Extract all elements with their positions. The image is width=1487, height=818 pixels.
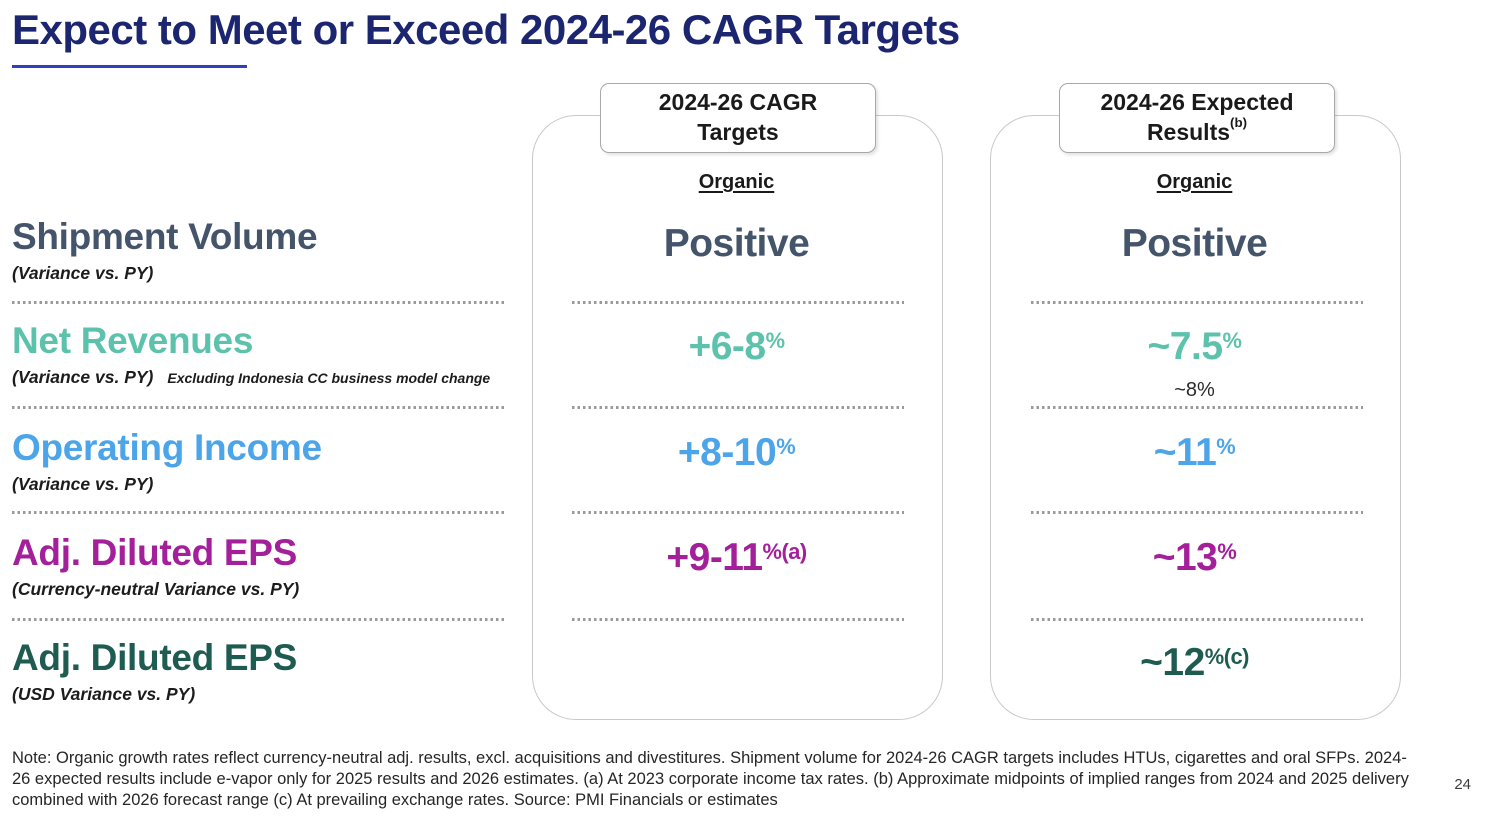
organic-label-targets: Organic [698, 171, 775, 193]
value-results-net-revenues: ~7.5% [1147, 325, 1242, 368]
value-targets-adj-eps-cn: +9-11%(a) [666, 536, 807, 579]
metric-sublabel: (Variance vs. PY) [12, 263, 154, 284]
metric-label: Net Revenues [12, 320, 254, 361]
metric-adj-diluted-eps-usd: Adj. Diluted EPS (USD Variance vs. PY) [12, 637, 512, 705]
metric-shipment-volume: Shipment Volume (Variance vs. PY) [12, 216, 512, 284]
row-separator [572, 301, 904, 304]
value-targets-operating-income: +8-10% [677, 431, 796, 474]
metric-sublabel: (Currency-neutral Variance vs. PY) [12, 579, 300, 600]
metric-sublabel: (Variance vs. PY) [12, 474, 154, 495]
row-separator [12, 406, 504, 409]
cagr-targets-panel [532, 115, 943, 720]
value-results-operating-income: ~11% [1153, 431, 1236, 474]
row-separator [1031, 511, 1363, 514]
value-results-adj-eps-cn: ~13% [1152, 536, 1237, 579]
value-results-adj-eps-usd: ~12%(c) [1140, 641, 1249, 684]
page-number: 24 [1454, 776, 1471, 793]
cagr-targets-header-text: 2024-26 CAGR Targets [658, 89, 818, 145]
metric-sublabel: (USD Variance vs. PY) [12, 684, 196, 705]
expected-results-header-text: 2024-26 Expected Results(b) [1100, 89, 1294, 145]
row-separator [1031, 618, 1363, 621]
row-separator [572, 511, 904, 514]
title-underline [12, 65, 247, 68]
page-title: Expect to Meet or Exceed 2024-26 CAGR Ta… [12, 6, 960, 53]
value-results-shipment-volume: Positive [1121, 222, 1268, 265]
row-separator [1031, 406, 1363, 409]
expected-results-panel [990, 115, 1401, 720]
row-separator [572, 406, 904, 409]
metric-label: Shipment Volume [12, 216, 318, 257]
value-targets-shipment-volume: Positive [663, 222, 810, 265]
metric-adj-diluted-eps-cn: Adj. Diluted EPS (Currency-neutral Varia… [12, 532, 512, 600]
organic-label-results: Organic [1156, 171, 1233, 193]
row-separator [12, 618, 504, 621]
footnote: Note: Organic growth rates reflect curre… [12, 749, 1409, 810]
metric-net-revenues: Net Revenues (Variance vs. PY) Excluding … [12, 320, 512, 388]
metric-operating-income: Operating Income (Variance vs. PY) [12, 427, 512, 495]
cagr-targets-header: 2024-26 CAGR Targets [600, 83, 876, 153]
metric-label: Adj. Diluted EPS [12, 637, 298, 678]
row-separator [1031, 301, 1363, 304]
metric-label: Adj. Diluted EPS [12, 532, 298, 573]
row-separator [572, 618, 904, 621]
metric-subnote: Excluding Indonesia CC business model ch… [167, 370, 491, 387]
metric-sublabel: (Variance vs. PY) [12, 367, 154, 388]
row-separator [12, 301, 504, 304]
value-targets-net-revenues: +6-8% [688, 325, 785, 368]
metric-label: Operating Income [12, 427, 322, 468]
value-results-net-revenues-secondary: ~8% [1174, 379, 1215, 401]
expected-results-header: 2024-26 Expected Results(b) [1059, 83, 1335, 153]
row-separator [12, 511, 504, 514]
